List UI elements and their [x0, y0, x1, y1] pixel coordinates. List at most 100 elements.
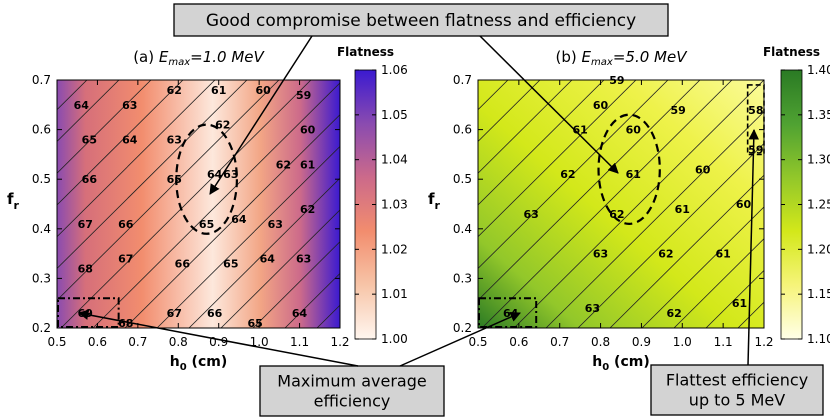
contour-label: 64 — [503, 307, 519, 320]
contour-label: 61 — [572, 124, 587, 137]
colorbar-tick-label: 1.05 — [381, 108, 408, 122]
contour-label: 66 — [207, 307, 223, 320]
y-tick-label: 0.7 — [453, 73, 472, 87]
colorbar-tick-label: 1.06 — [381, 63, 408, 77]
contour-label: 61 — [675, 203, 690, 216]
contour-label: 66 — [175, 258, 191, 271]
contour-label: 64 — [122, 134, 138, 147]
max-efficiency-box — [478, 297, 538, 328]
contour-label: 63 — [593, 248, 608, 261]
contour-label: 61 — [626, 168, 641, 181]
heatmap-field — [478, 80, 764, 328]
y-tick-label: 0.6 — [453, 123, 472, 137]
x-tick-label: 0.8 — [591, 335, 610, 349]
colorbar-tick-label: 1.25 — [807, 198, 830, 212]
callout-compromise: Good compromise between flatness and eff… — [173, 3, 669, 37]
colorbar-tick-label: 1.02 — [381, 242, 408, 256]
max-efficiency-box — [57, 297, 120, 328]
colorbar-tick-label: 1.30 — [807, 153, 830, 167]
x-axis-label: h0 (cm) — [592, 354, 650, 373]
contour-label: 65 — [167, 173, 182, 186]
colorbar-tick-label: 1.10 — [807, 332, 830, 346]
y-tick-label: 0.7 — [32, 73, 51, 87]
colorbar-tick-label: 1.04 — [381, 153, 408, 167]
contour-label: 63 — [122, 99, 137, 112]
plot-frame — [56, 79, 341, 329]
contour-label: 59 — [671, 104, 686, 117]
contour-label: 65 — [199, 218, 214, 231]
callout-arrow — [479, 35, 619, 174]
contour-label: 62 — [215, 119, 230, 132]
y-tick-label: 0.4 — [453, 222, 472, 236]
contour-label: 60 — [300, 124, 316, 137]
contour-label: 67 — [118, 253, 133, 266]
plot-frame — [477, 79, 765, 329]
x-tick-label: 0.8 — [169, 335, 188, 349]
x-tick-label: 0.9 — [632, 335, 651, 349]
y-axis-label: fr — [428, 190, 441, 212]
y-tick-label: 0.4 — [32, 222, 51, 236]
contour-label: 64 — [231, 213, 247, 226]
contour-label: 64 — [74, 99, 90, 112]
contour-label: 63 — [167, 134, 182, 147]
colorbar-tick-label: 1.40 — [807, 63, 830, 77]
y-tick-label: 0.5 — [32, 172, 51, 186]
contour-label: 67 — [167, 307, 182, 320]
contour-label: 61 — [211, 84, 226, 97]
contour-line — [478, 80, 541, 142]
colorbar-tick-label: 1.20 — [807, 242, 830, 256]
x-tick-label: 0.5 — [47, 335, 66, 349]
contour-label: 64 — [292, 307, 308, 320]
callout-arrow — [747, 128, 760, 366]
y-tick-label: 0.3 — [453, 271, 472, 285]
contour-label: 68 — [78, 262, 93, 275]
colorbar-tick-label: 1.00 — [381, 332, 408, 346]
contour-label: 66 — [82, 173, 98, 186]
contour-label: 60 — [593, 99, 609, 112]
contour-label: 60 — [695, 163, 711, 176]
contour-label: 62 — [666, 307, 681, 320]
contour-label: 61 — [732, 297, 747, 310]
contour-label: 60 — [256, 84, 272, 97]
callout-box — [173, 3, 669, 37]
callout-text: efficiency — [314, 392, 391, 411]
y-tick-label: 0.5 — [453, 172, 472, 186]
contour-label: 62 — [658, 248, 673, 261]
contour-label: 61 — [300, 158, 315, 171]
contour-line — [478, 80, 605, 205]
contour-line — [284, 272, 340, 328]
colorbar-tick-label: 1.01 — [381, 287, 408, 301]
x-tick-label: 0.6 — [88, 335, 107, 349]
y-tick-label: 0.2 — [453, 321, 472, 335]
callout-text: Flattest efficiency — [666, 371, 808, 390]
callout-box — [259, 365, 445, 417]
contour-line — [705, 269, 764, 328]
contour-label: 66 — [118, 218, 134, 231]
heatmap-field — [57, 80, 340, 328]
x-tick-label: 0.5 — [468, 335, 487, 349]
callout-box — [650, 364, 824, 416]
contour-line — [478, 80, 573, 174]
compromise-circle — [175, 123, 239, 235]
callout-text: Good compromise between flatness and eff… — [206, 11, 636, 31]
contour-line — [673, 237, 764, 328]
contour-label: 63 — [223, 168, 238, 181]
contour-label: 62 — [560, 168, 575, 181]
contour-line — [57, 80, 184, 205]
contour-label: 60 — [736, 198, 752, 211]
y-axis-label: fr — [7, 190, 20, 212]
x-tick-label: 1.1 — [290, 335, 309, 349]
contour-line — [57, 80, 120, 142]
callout-text: up to 5 MeV — [689, 391, 785, 410]
contour-label: 65 — [82, 134, 97, 147]
contour-label: 59 — [748, 143, 763, 156]
contour-label: 65 — [223, 258, 238, 271]
x-tick-label: 1.2 — [330, 335, 349, 349]
colorbar-label: Flatness — [337, 45, 394, 59]
callout-arrow — [399, 312, 521, 367]
contour-label: 60 — [626, 124, 642, 137]
contour-label: 63 — [523, 208, 538, 221]
